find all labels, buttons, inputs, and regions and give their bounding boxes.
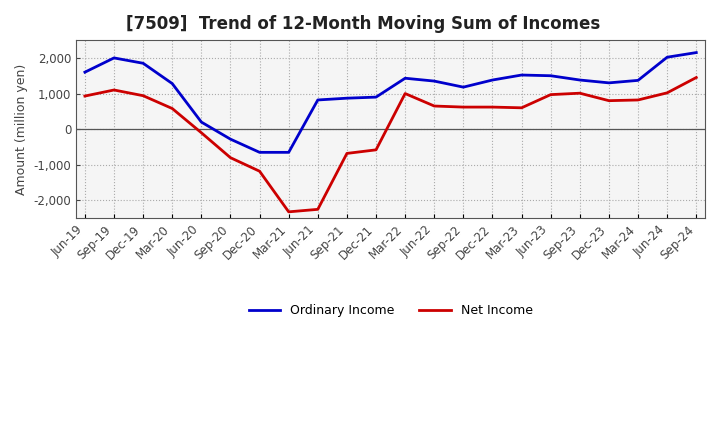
Net Income: [139, 93, 148, 98]
Net Income: [663, 90, 672, 95]
Net Income: [372, 147, 380, 153]
Ordinary Income: [459, 84, 468, 90]
Net Income: [634, 97, 642, 103]
Line: Ordinary Income: Ordinary Income: [85, 53, 696, 152]
Ordinary Income: [634, 78, 642, 83]
Ordinary Income: [139, 61, 148, 66]
Net Income: [168, 106, 176, 111]
Ordinary Income: [605, 80, 613, 85]
Net Income: [401, 91, 410, 96]
Text: [7509]  Trend of 12-Month Moving Sum of Incomes: [7509] Trend of 12-Month Moving Sum of I…: [127, 15, 600, 33]
Net Income: [575, 91, 584, 96]
Net Income: [197, 130, 206, 136]
Net Income: [81, 93, 89, 99]
Net Income: [256, 169, 264, 174]
Ordinary Income: [692, 50, 701, 55]
Ordinary Income: [401, 76, 410, 81]
Ordinary Income: [81, 70, 89, 75]
Legend: Ordinary Income, Net Income: Ordinary Income, Net Income: [243, 299, 538, 323]
Ordinary Income: [663, 55, 672, 60]
Ordinary Income: [488, 77, 497, 83]
Ordinary Income: [197, 119, 206, 125]
Net Income: [109, 88, 118, 93]
Ordinary Income: [109, 55, 118, 61]
Net Income: [692, 75, 701, 80]
Ordinary Income: [517, 73, 526, 78]
Net Income: [430, 103, 438, 109]
Net Income: [546, 92, 555, 97]
Net Income: [488, 104, 497, 110]
Net Income: [605, 98, 613, 103]
Net Income: [459, 104, 468, 110]
Line: Net Income: Net Income: [85, 77, 696, 212]
Ordinary Income: [343, 95, 351, 101]
Net Income: [226, 155, 235, 160]
Ordinary Income: [430, 78, 438, 84]
Y-axis label: Amount (million yen): Amount (million yen): [15, 63, 28, 195]
Ordinary Income: [256, 150, 264, 155]
Ordinary Income: [575, 77, 584, 83]
Net Income: [313, 207, 322, 212]
Ordinary Income: [372, 95, 380, 100]
Ordinary Income: [313, 97, 322, 103]
Ordinary Income: [226, 136, 235, 142]
Net Income: [284, 209, 293, 214]
Net Income: [517, 105, 526, 110]
Ordinary Income: [168, 81, 176, 86]
Net Income: [343, 151, 351, 156]
Ordinary Income: [546, 73, 555, 78]
Ordinary Income: [284, 150, 293, 155]
